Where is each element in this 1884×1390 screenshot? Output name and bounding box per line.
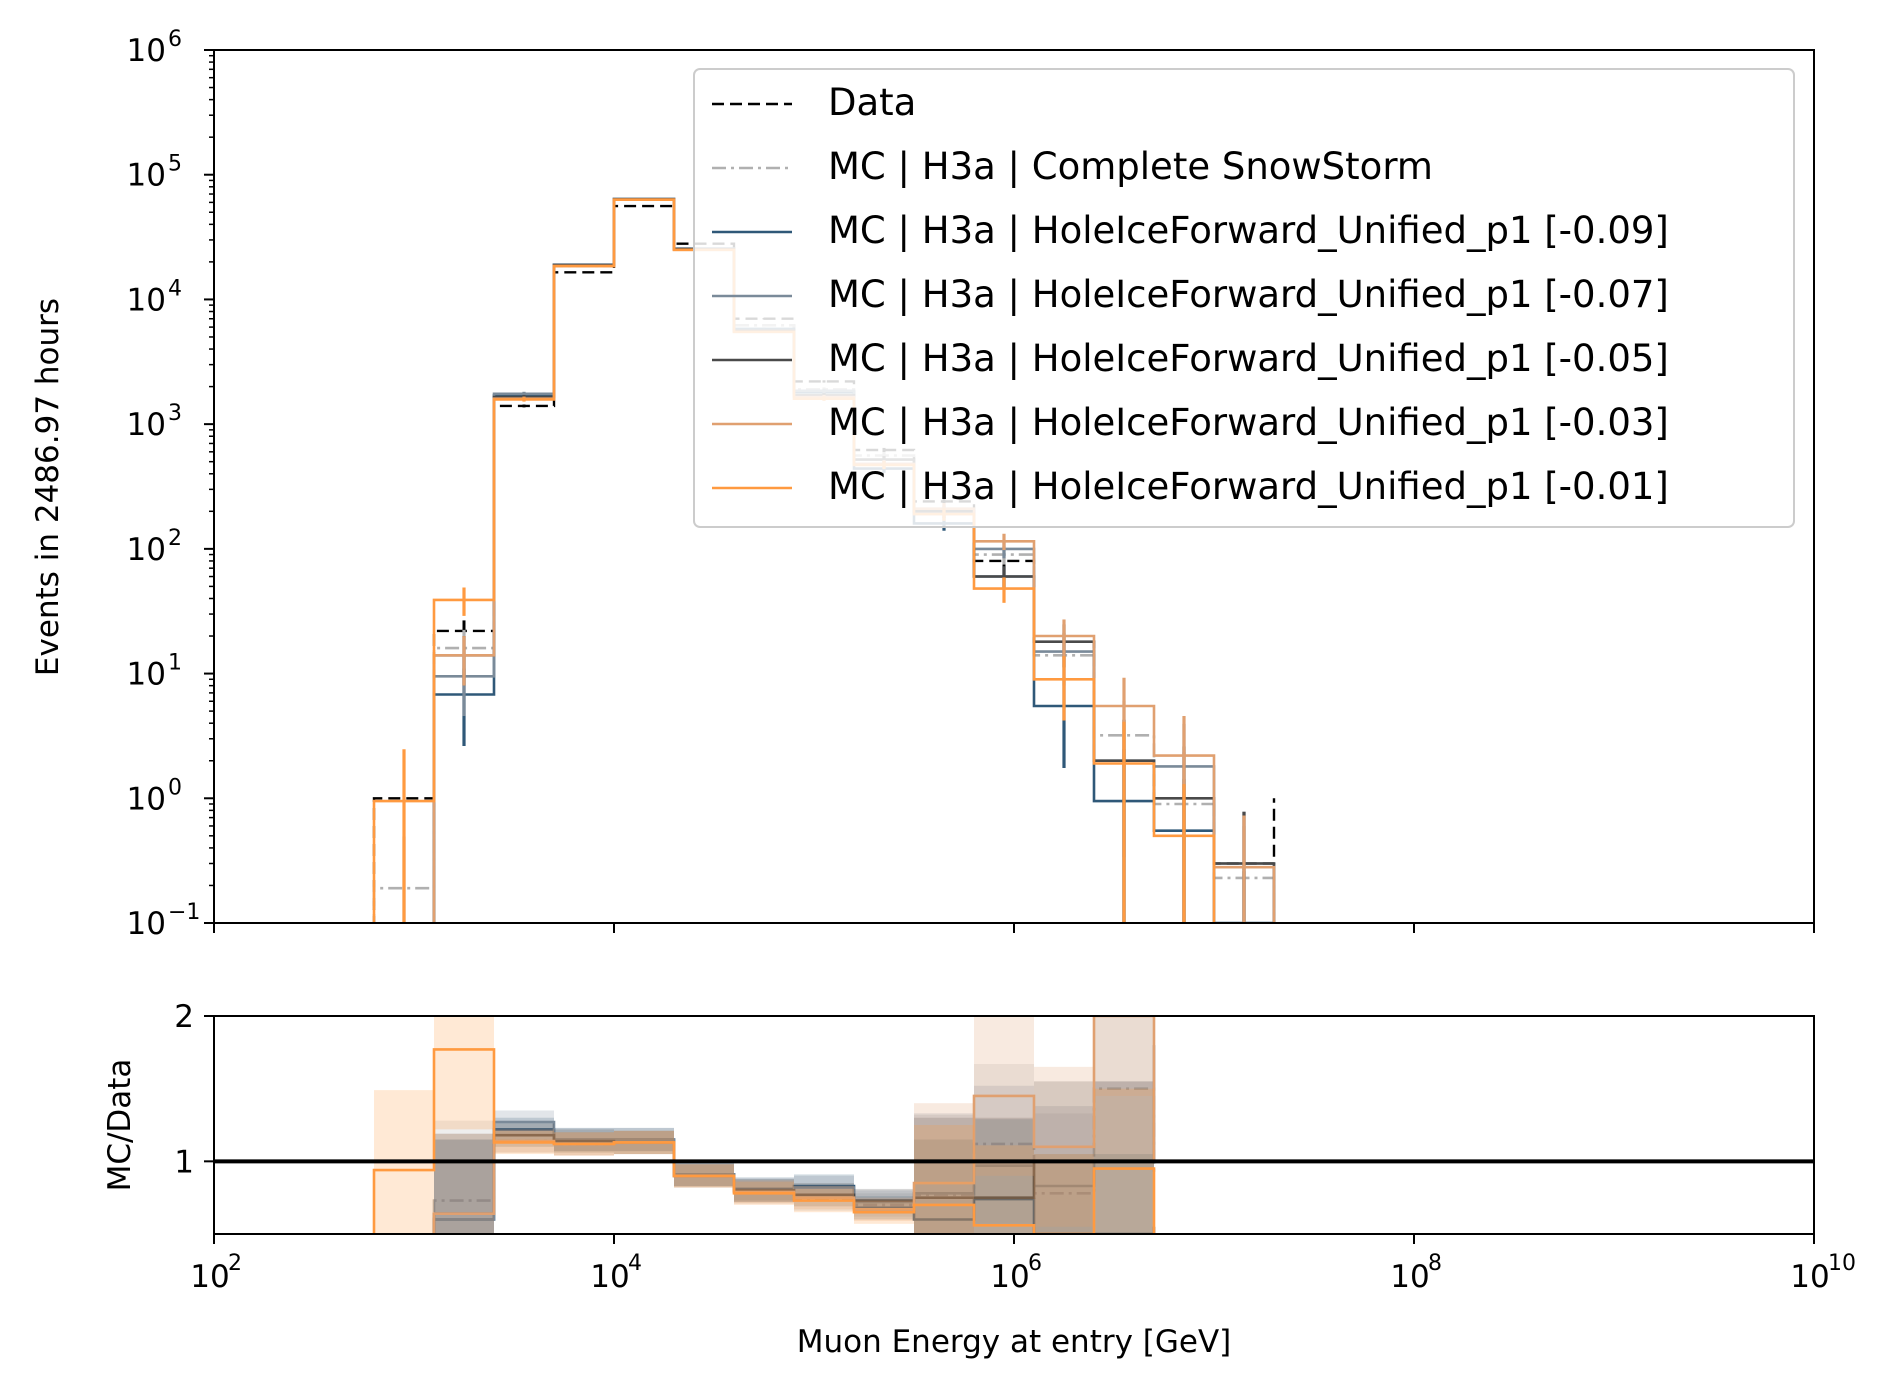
ratio-error-band <box>434 1133 495 1234</box>
legend-label: MC | H3a | Complete SnowStorm <box>828 145 1433 188</box>
ratio-error-band <box>1034 1081 1094 1234</box>
y-tick-exponent-2: 1 <box>168 651 182 676</box>
x-tick-exponent-0: 2 <box>228 1251 242 1276</box>
y-tick-exponent-7: 6 <box>168 27 182 52</box>
y-tick-label-7: 10 <box>127 33 166 69</box>
ratio-error-band <box>914 1114 974 1234</box>
ratio-error-band <box>1034 1154 1094 1234</box>
ratio-error-band <box>973 1117 1034 1234</box>
y-tick-label-1: 10 <box>127 781 166 817</box>
y-tick-exponent-4: 3 <box>168 401 182 426</box>
legend-label: MC | H3a | HoleIceForward_Unified_p1 [-0… <box>828 273 1669 316</box>
legend-label: MC | H3a | HoleIceForward_Unified_p1 [-0… <box>828 465 1669 508</box>
legend-item-2: MC | H3a | HoleIceForward_Unified_p1 [-0… <box>712 209 1669 252</box>
x-tick-label-4: 10 <box>1790 1259 1829 1295</box>
legend-label: MC | H3a | HoleIceForward_Unified_p1 [-0… <box>828 209 1669 252</box>
x-tick-label-2: 10 <box>990 1259 1029 1295</box>
legend-item-1: MC | H3a | Complete SnowStorm <box>712 145 1433 188</box>
ratio-histogram-layer <box>214 1016 1814 1234</box>
x-tick-exponent-1: 4 <box>628 1251 642 1276</box>
legend-item-4: MC | H3a | HoleIceForward_Unified_p1 [-0… <box>712 337 1669 380</box>
y-tick-exponent-0: −1 <box>168 900 200 925</box>
y-tick-label-2: 10 <box>127 657 166 693</box>
ratio-error-band <box>914 1117 974 1234</box>
main-y-axis-label: Events in 2486.97 hours <box>30 298 66 676</box>
ratio-series-3 <box>432 1081 1154 1234</box>
y-tick-label-0: 10 <box>127 906 166 942</box>
ratio-series-0 <box>432 1016 1156 1234</box>
main-x-axis <box>213 923 1815 933</box>
x-tick-label-3: 10 <box>1390 1259 1429 1295</box>
ratio-error-band <box>434 1120 495 1234</box>
ratio-error-band <box>434 1133 495 1234</box>
ratio-y-tick-label-0: 1 <box>174 1144 194 1180</box>
ratio-error-band <box>1094 1081 1154 1234</box>
y-tick-exponent-3: 2 <box>168 526 182 551</box>
ratio-error-band <box>1034 1113 1094 1234</box>
legend-label: MC | H3a | HoleIceForward_Unified_p1 [-0… <box>828 401 1669 444</box>
ratio-y-axis: 12 <box>174 999 214 1180</box>
x-tick-exponent-3: 8 <box>1428 1251 1442 1276</box>
x-tick-label-1: 10 <box>590 1259 629 1295</box>
y-tick-exponent-5: 4 <box>168 276 182 301</box>
ratio-error-band <box>914 1103 974 1234</box>
ratio-series-4 <box>432 1016 1156 1234</box>
legend-item-3: MC | H3a | HoleIceForward_Unified_p1 [-0… <box>712 273 1669 316</box>
y-tick-exponent-1: 0 <box>168 775 182 800</box>
y-tick-label-4: 10 <box>127 407 166 443</box>
ratio-error-band <box>434 1016 495 1130</box>
ratio-error-band <box>1094 1016 1154 1096</box>
x-tick-exponent-2: 6 <box>1028 1251 1042 1276</box>
ratio-y-tick-label-1: 2 <box>174 999 194 1035</box>
ratio-y-axis-label: MC/Data <box>102 1059 138 1192</box>
chart-legend: Data MC | H3a | Complete SnowStorm MC | H3… <box>693 68 1795 528</box>
y-tick-label-6: 10 <box>127 158 166 194</box>
ratio-error-band <box>1094 1016 1154 1169</box>
x-tick-label-0: 10 <box>190 1259 229 1295</box>
legend-item-6: MC | H3a | HoleIceForward_Unified_p1 [-0… <box>712 465 1669 508</box>
legend-item-5: MC | H3a | HoleIceForward_Unified_p1 [-0… <box>712 401 1669 444</box>
y-tick-label-5: 10 <box>127 282 166 318</box>
legend-box <box>693 68 1795 528</box>
legend-item-0: Data <box>712 81 916 124</box>
ratio-series-line <box>372 1048 1156 1234</box>
y-tick-exponent-6: 5 <box>168 152 182 177</box>
ratio-error-band <box>1034 1106 1094 1234</box>
ratio-error-band <box>1034 1154 1094 1234</box>
ratio-x-axis-label: Muon Energy at entry [GeV] <box>797 1324 1232 1360</box>
series-line <box>372 204 1276 923</box>
legend-label: MC | H3a | HoleIceForward_Unified_p1 [-0… <box>828 337 1669 380</box>
ratio-error-band <box>914 1125 974 1234</box>
ratio-error-band <box>914 1113 974 1234</box>
ratio-error-band <box>1094 1081 1154 1234</box>
y-tick-label-3: 10 <box>127 532 166 568</box>
legend-label: Data <box>828 81 916 124</box>
x-tick-exponent-4: 10 <box>1828 1251 1856 1276</box>
ratio-error-band <box>973 1119 1034 1234</box>
